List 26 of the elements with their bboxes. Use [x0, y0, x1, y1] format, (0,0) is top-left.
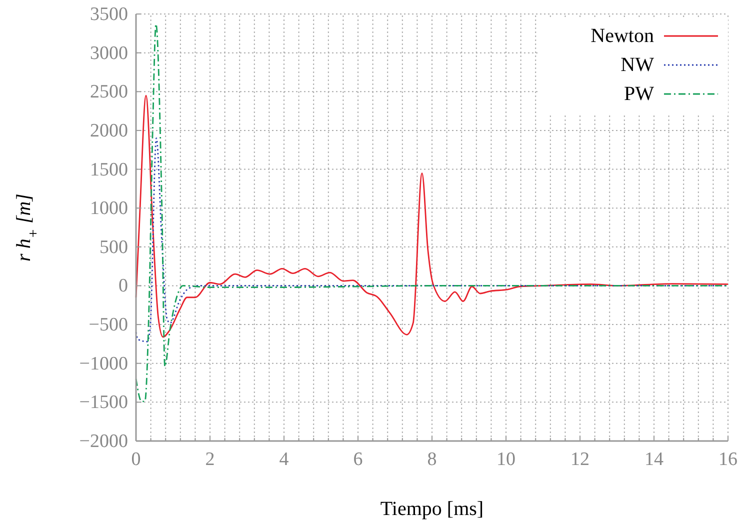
line-series: [135, 23, 729, 402]
x-tick-label: 4: [279, 449, 290, 470]
x-tick-label: 0: [131, 449, 141, 470]
y-tick-label: 3500: [90, 4, 128, 25]
x-tick-label: 8: [427, 449, 437, 470]
legend-label: Newton: [590, 25, 654, 47]
y-tick-label: 500: [100, 236, 128, 258]
legend-label: NW: [620, 54, 654, 76]
y-tick-label: 1500: [90, 159, 128, 180]
legend-label: PW: [624, 83, 654, 105]
x-tick-label: 10: [496, 449, 516, 470]
y-tick-label: −500: [88, 314, 128, 336]
y-tick-label: −1000: [79, 353, 128, 374]
y-tick-label: 2000: [90, 120, 128, 142]
y-tick-label: −1500: [79, 392, 128, 414]
x-tick-label: 12: [570, 449, 590, 470]
x-axis-title: Tiempo [ms]: [380, 498, 484, 520]
x-tick-label: 14: [644, 449, 664, 470]
x-tick-label: 16: [718, 449, 738, 470]
x-tick-label: 6: [353, 449, 363, 470]
y-tick-label: −2000: [79, 431, 128, 452]
y-tick-label: 0: [118, 276, 128, 297]
y-tick-label: 3000: [90, 42, 128, 64]
y-tick-label: 1000: [90, 198, 128, 220]
y-tick-label: 2500: [90, 82, 128, 103]
x-tick-label: 2: [205, 449, 215, 470]
